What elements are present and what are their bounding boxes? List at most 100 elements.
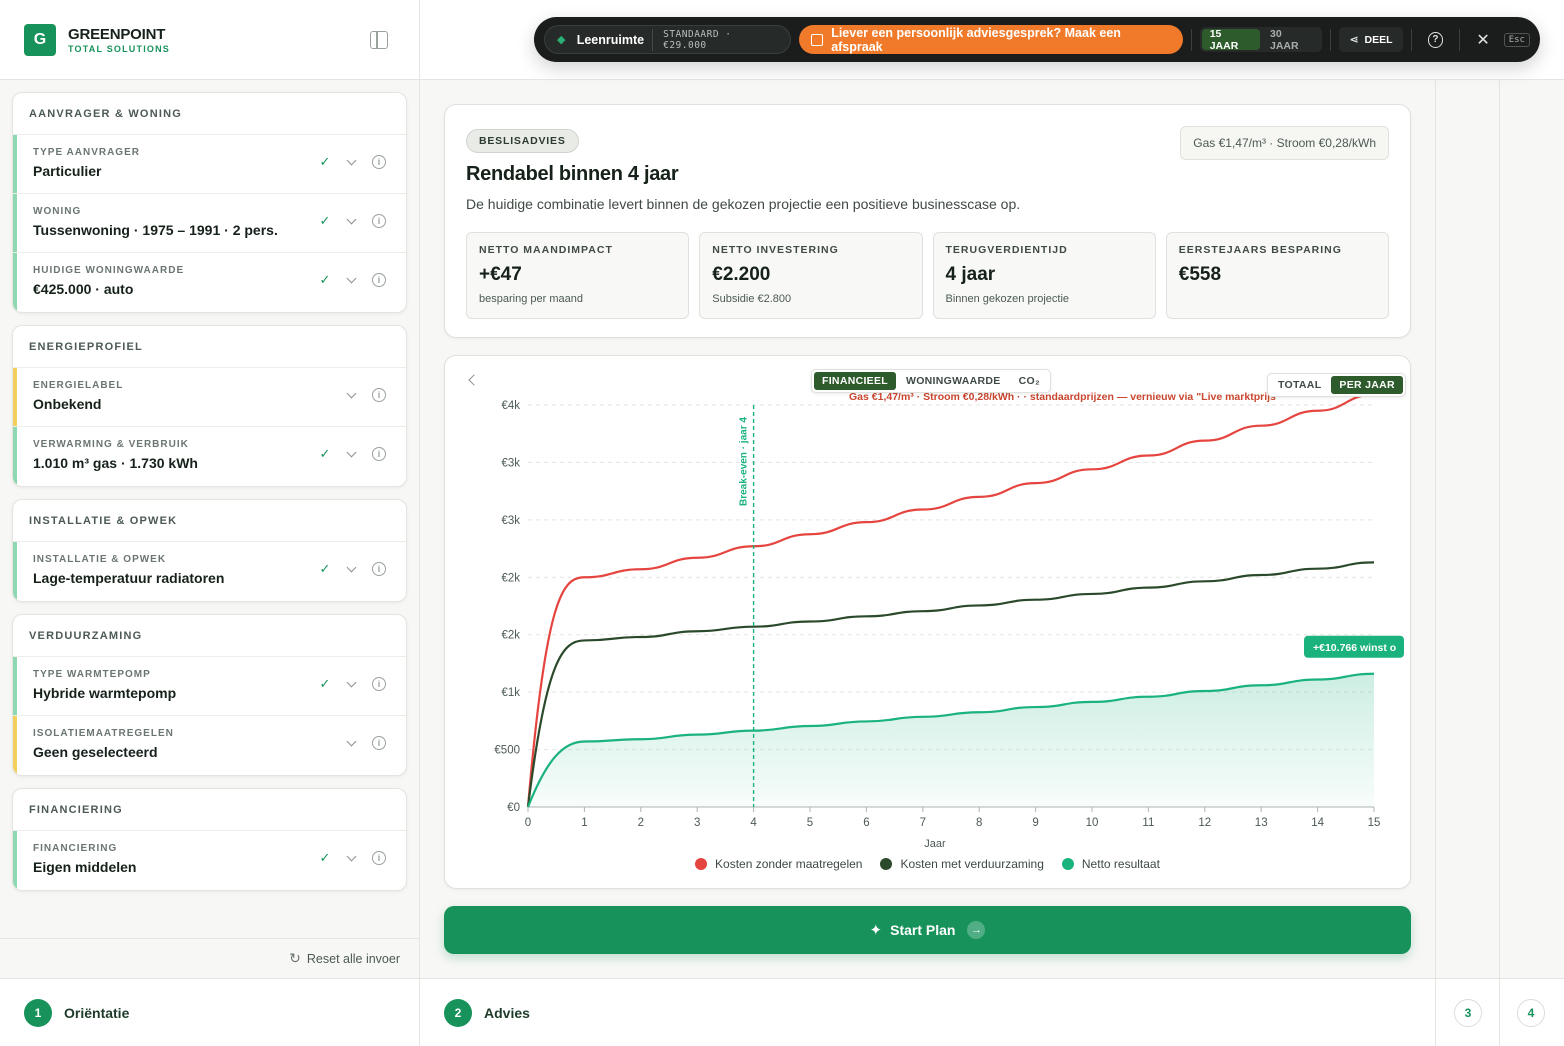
- field-value: €425.000 · auto: [33, 281, 134, 297]
- info-icon[interactable]: i: [372, 677, 386, 691]
- series-line-2: [526, 561, 1375, 808]
- share-button[interactable]: ⋖ DEEL: [1339, 27, 1403, 52]
- field-actions: ✓ i: [318, 155, 386, 169]
- info-icon[interactable]: i: [372, 388, 386, 402]
- x-tick-label: 9: [1032, 817, 1038, 829]
- legend-label: Kosten met verduurzaming: [900, 857, 1044, 871]
- legend-item: Kosten met verduurzaming: [880, 857, 1044, 871]
- mode-per-jaar[interactable]: PER JAAR: [1331, 376, 1403, 394]
- form-field-row[interactable]: INSTALLATIE & OPWEK Lage-temperatuur radi…: [13, 542, 406, 601]
- energy-prices-chip[interactable]: Gas €1,47/m³ · Stroom €0,28/kWh: [1180, 126, 1389, 160]
- break-even-label: Break-even · jaar 4: [739, 417, 750, 506]
- sidebar-sections: AANVRAGER & WONING TYPE AANVRAGER Particul…: [0, 80, 419, 891]
- step-advies[interactable]: 2 Advies: [444, 979, 530, 1046]
- field-value: Tussenwoning · 1975 – 1991 · 2 pers.: [33, 222, 278, 238]
- metric-value: €558: [1178, 264, 1222, 285]
- metric-subtext: Subsidie €2.800: [712, 293, 792, 305]
- brand-logo[interactable]: G: [24, 23, 56, 56]
- brand-header: G GREENPOINT TOTAL SOLUTIONS: [0, 0, 419, 80]
- x-tick-label: 2: [638, 817, 644, 829]
- chevron-down-icon[interactable]: [345, 155, 359, 169]
- info-icon[interactable]: i: [372, 851, 386, 865]
- reset-all-button[interactable]: ↻ Reset alle invoer: [0, 938, 420, 978]
- section-title: INSTALLATIE & OPWEK: [13, 500, 406, 542]
- field-value: Hybride warmtepomp: [33, 685, 177, 701]
- start-plan-button[interactable]: ✦ Start Plan →: [444, 906, 1411, 954]
- y-tick-label: €2k: [501, 572, 520, 584]
- chart-mode-toggle: TOTAAL PER JAAR: [1267, 373, 1406, 397]
- form-field-row[interactable]: HUIDIGE WONINGWAARDE €425.000 · auto ✓ i: [13, 253, 406, 312]
- field-actions: ✓ i: [318, 447, 386, 461]
- step-orientatie[interactable]: 1 Oriëntatie: [24, 979, 129, 1046]
- form-field-row[interactable]: VERWARMING & VERBRUIK 1.010 m³ gas · 1.73…: [13, 427, 406, 486]
- step-3[interactable]: 3: [1454, 979, 1482, 1046]
- info-icon[interactable]: i: [372, 155, 386, 169]
- step-number: 2: [444, 999, 472, 1027]
- field-value: Lage-temperatuur radiatoren: [33, 570, 225, 586]
- x-tick-label: 11: [1142, 817, 1154, 829]
- years-15-option[interactable]: 15 JAAR: [1201, 28, 1260, 52]
- y-tick-label: €500: [494, 745, 520, 757]
- sidebar-collapse-icon[interactable]: [370, 31, 388, 49]
- info-icon[interactable]: i: [372, 562, 386, 576]
- share-icon: ⋖: [1349, 34, 1359, 46]
- form-field-row[interactable]: WONING Tussenwoning · 1975 – 1991 · 2 per…: [13, 194, 406, 253]
- check-icon: ✓: [319, 213, 331, 228]
- metric-label: EERSTEJAARS BESPARING: [1178, 244, 1342, 256]
- chevron-down-icon[interactable]: [345, 388, 359, 402]
- info-icon[interactable]: i: [372, 273, 386, 287]
- metric-card: TERUGVERDIENTIJD 4 jaar Binnen gekozen p…: [932, 232, 1156, 319]
- metric-subtext: Binnen gekozen projectie: [945, 293, 1070, 305]
- step-divider: [419, 978, 420, 1046]
- step-number: 1: [24, 999, 52, 1027]
- chevron-down-icon[interactable]: [345, 562, 359, 576]
- x-tick-label: 4: [750, 817, 757, 829]
- close-icon[interactable]: ✕: [1476, 31, 1490, 49]
- step-number: 3: [1454, 999, 1482, 1027]
- appointment-cta-button[interactable]: Liever een persoonlijk adviesgesprek? Ma…: [799, 25, 1183, 54]
- metric-subtext: besparing per maand: [479, 293, 583, 305]
- tab-woningwaarde[interactable]: WONINGWAARDE: [906, 375, 1001, 387]
- tab-co2[interactable]: CO₂: [1018, 375, 1040, 387]
- metrics-row: NETTO MAANDIMPACT +€47 besparing per maa…: [466, 232, 1389, 319]
- chevron-down-icon[interactable]: [345, 273, 359, 287]
- field-actions: ✓ i: [318, 562, 386, 576]
- leenruimte-chip[interactable]: ◆ Leenruimte STANDAARD · €29.000: [544, 25, 792, 54]
- chart-tabs: FINANCIEEL WONINGWAARDE CO₂: [811, 369, 1051, 393]
- form-field-row[interactable]: TYPE WARMTEPOMP Hybride warmtepomp ✓ i: [13, 657, 406, 716]
- step-label: Oriëntatie: [64, 1005, 130, 1021]
- divider: [1459, 28, 1461, 51]
- form-field-row[interactable]: ISOLATIEMAATREGELEN Geen geselecteerd i: [13, 716, 406, 775]
- start-plan-label: Start Plan: [890, 922, 956, 938]
- form-field-row[interactable]: ENERGIELABEL Onbekend i: [13, 368, 406, 427]
- x-tick-label: 12: [1198, 817, 1211, 829]
- advice-badge: BESLISADVIES: [466, 129, 579, 153]
- info-icon[interactable]: i: [372, 736, 386, 750]
- info-icon[interactable]: i: [372, 447, 386, 461]
- step-4[interactable]: 4: [1517, 979, 1545, 1046]
- tab-financieel[interactable]: FINANCIEEL: [814, 372, 896, 390]
- check-icon: ✓: [319, 446, 331, 461]
- years-30-option[interactable]: 30 JAAR: [1270, 27, 1299, 52]
- chevron-down-icon[interactable]: [345, 851, 359, 865]
- check-icon: ✓: [319, 676, 331, 691]
- field-label: FINANCIERING: [33, 843, 118, 854]
- advice-card: BESLISADVIES Gas €1,47/m³ · Stroom €0,28…: [444, 104, 1411, 338]
- x-tick-label: 1: [581, 817, 587, 829]
- field-label: TYPE AANVRAGER: [33, 147, 140, 158]
- info-icon[interactable]: i: [372, 214, 386, 228]
- form-field-row[interactable]: TYPE AANVRAGER Particulier ✓ i: [13, 135, 406, 194]
- chevron-down-icon[interactable]: [345, 677, 359, 691]
- chevron-down-icon[interactable]: [345, 447, 359, 461]
- sidebar: G GREENPOINT TOTAL SOLUTIONS AANVRAGER &…: [0, 0, 420, 1046]
- sidebar-section: INSTALLATIE & OPWEK INSTALLATIE & OPWEK La…: [12, 499, 407, 602]
- check-icon: ✓: [319, 850, 331, 865]
- chevron-down-icon[interactable]: [345, 736, 359, 750]
- calendar-icon: [811, 33, 824, 46]
- form-field-row[interactable]: FINANCIERING Eigen middelen ✓ i: [13, 831, 406, 890]
- mode-totaal[interactable]: TOTAAL: [1278, 379, 1322, 391]
- x-tick-label: 7: [920, 817, 926, 829]
- chevron-down-icon[interactable]: [345, 214, 359, 228]
- help-icon[interactable]: ?: [1427, 31, 1444, 48]
- section-title: ENERGIEPROFIEL: [13, 326, 406, 368]
